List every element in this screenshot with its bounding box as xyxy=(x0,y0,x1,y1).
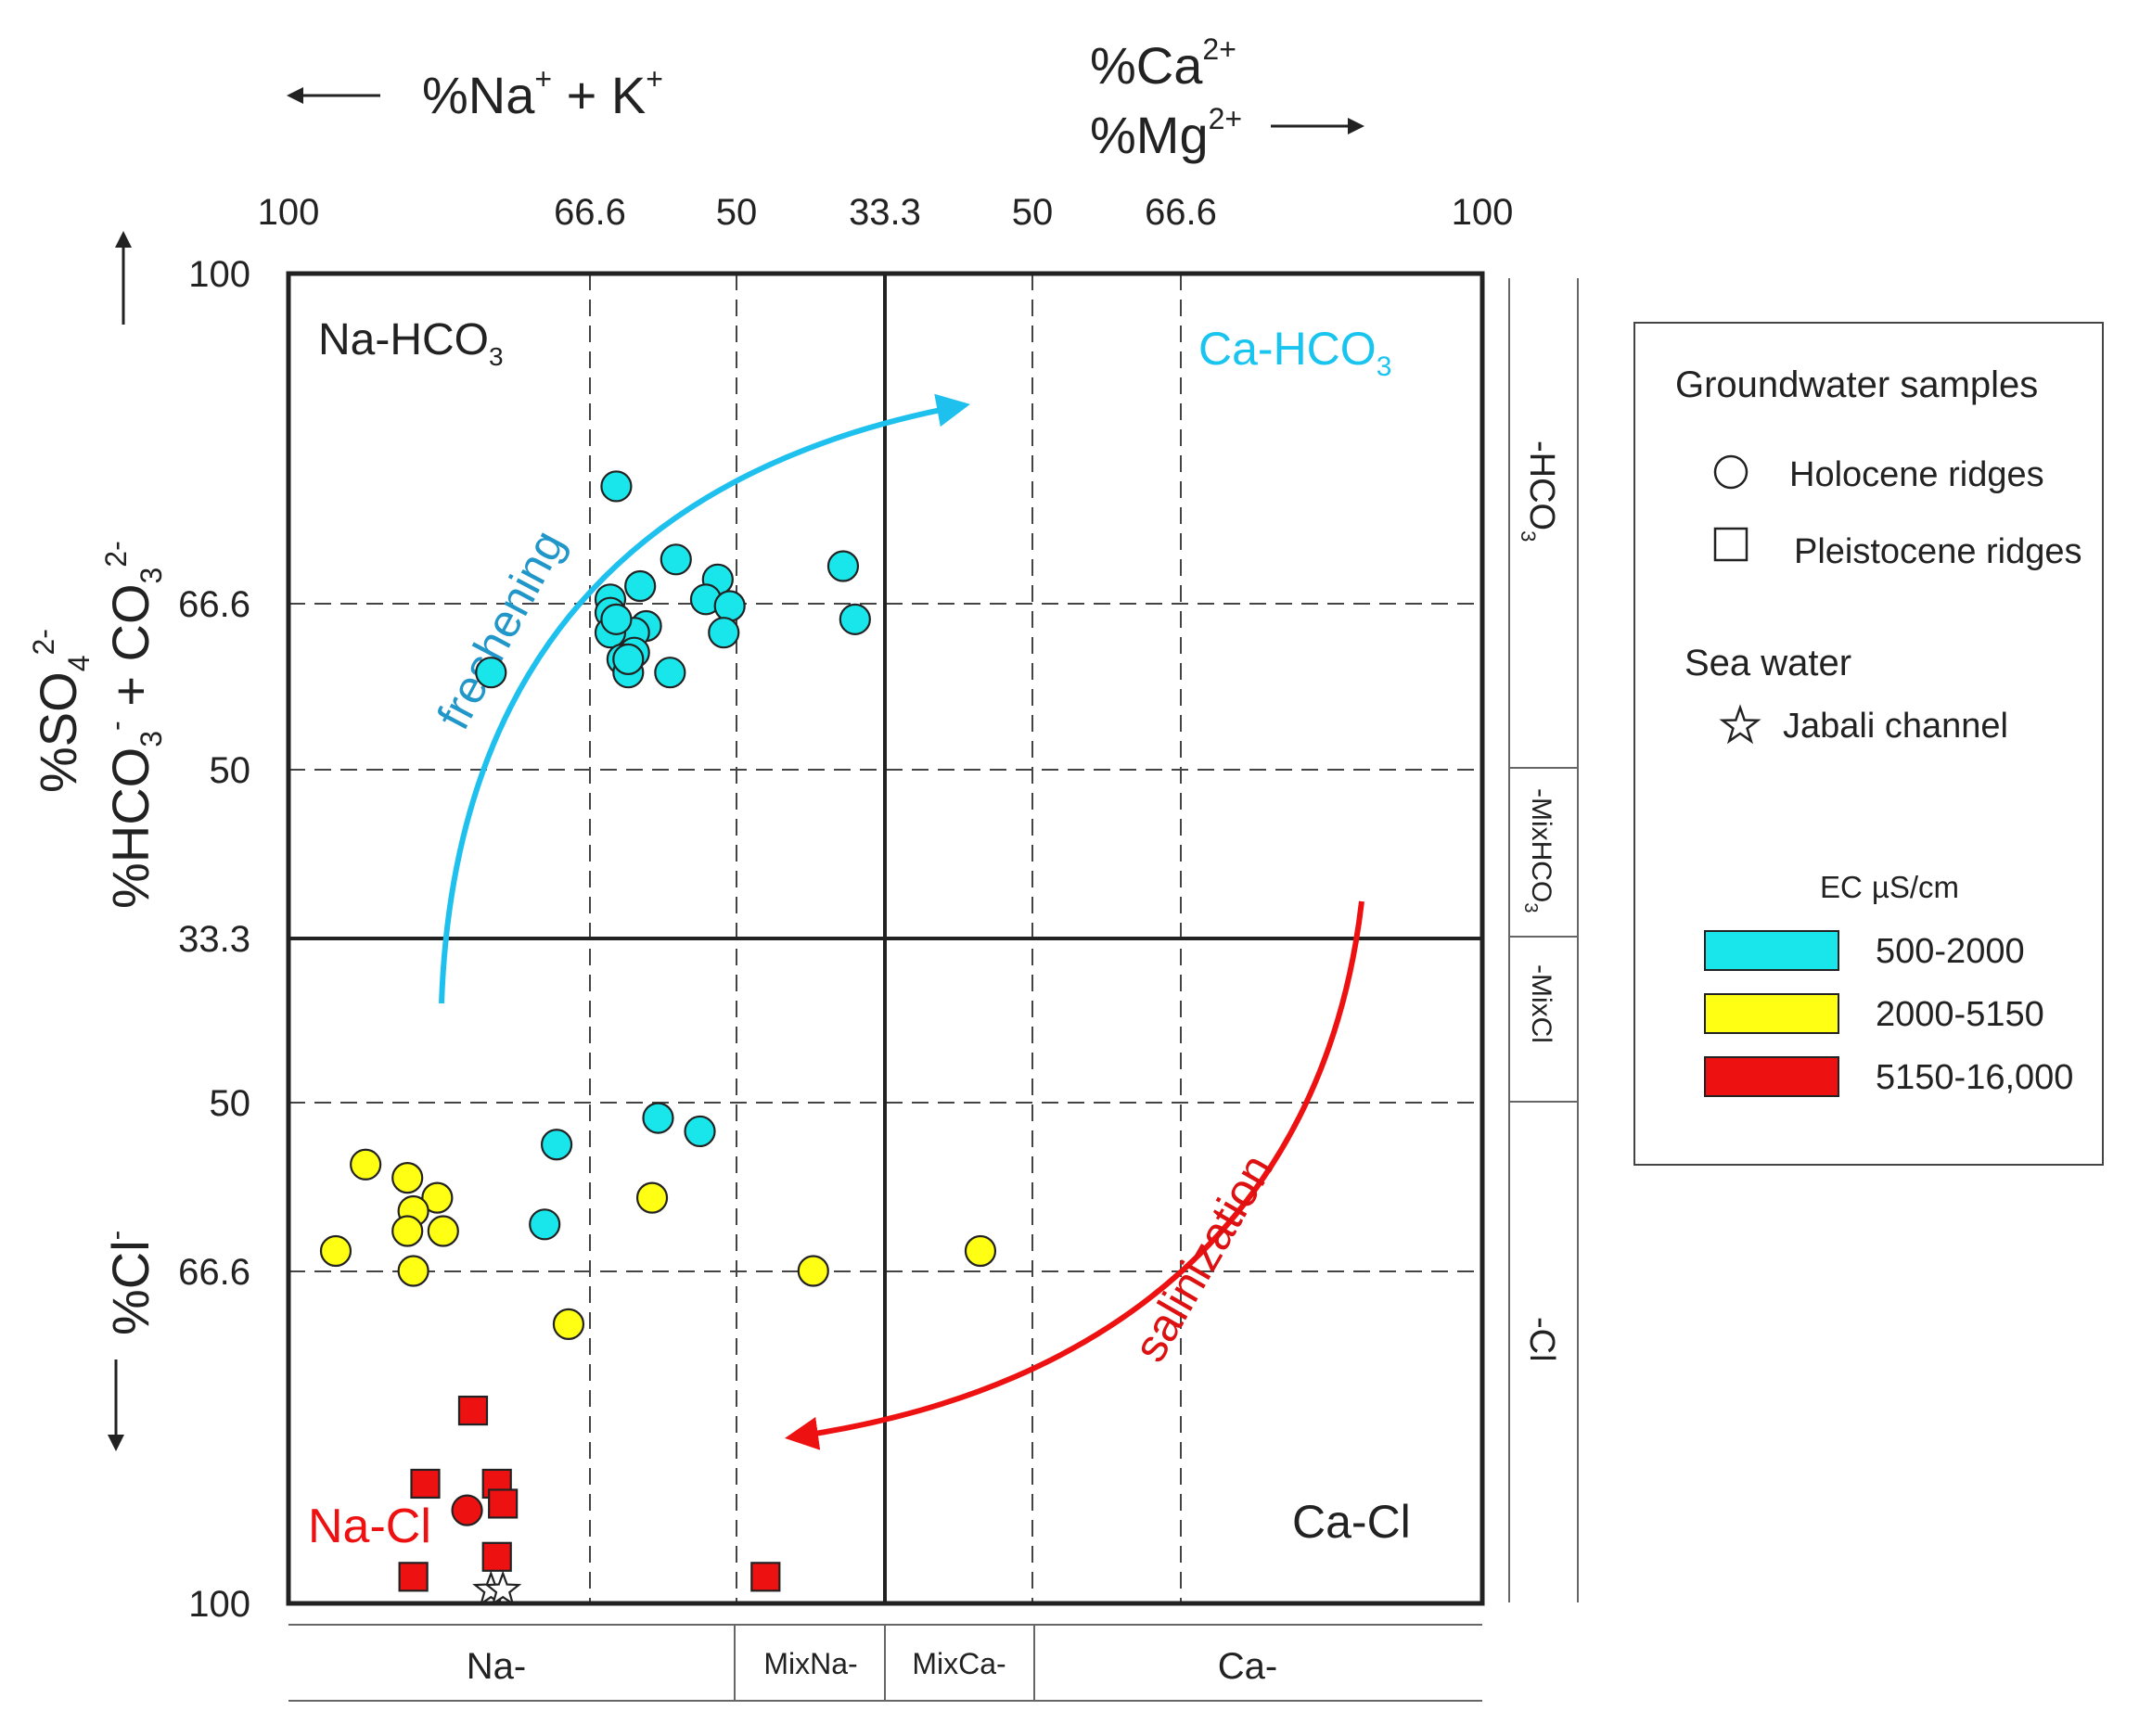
data-point-circle xyxy=(350,1148,382,1181)
data-point-circle xyxy=(391,1162,424,1194)
quadrant-labels: Na-HCO3 Ca-HCO3 Na-Cl Ca-Cl xyxy=(308,315,1411,1553)
top-tick-label: 50 xyxy=(716,192,758,233)
label-na-hco3: Na-HCO3 xyxy=(318,315,504,371)
salinization-arrow xyxy=(785,900,1364,1450)
legend: Groundwater samples Holocene ridges Plei… xyxy=(1633,322,2104,1166)
data-point-circle xyxy=(600,603,633,635)
data-point-circle xyxy=(421,1181,454,1214)
top-tick-label: 66.6 xyxy=(1145,192,1217,233)
legend-jabali: Jabali channel xyxy=(1783,707,2008,746)
band-hco3: -HCO3 xyxy=(1517,440,1561,542)
left-tick-label: 100 xyxy=(188,254,250,295)
data-point-circle xyxy=(475,657,507,689)
data-point-square xyxy=(410,1468,441,1500)
legend-sea-title: Sea water xyxy=(1684,643,1851,683)
legend-square-icon xyxy=(1713,527,1748,562)
data-points xyxy=(319,470,997,1606)
legend-holocene: Holocene ridges xyxy=(1789,455,2044,494)
left-tick-label: 100 xyxy=(188,1584,250,1625)
data-point-square xyxy=(398,1562,429,1592)
top-tick-label: 66.6 xyxy=(554,192,626,233)
data-point-circle xyxy=(427,1215,459,1247)
band-mixhco3: -MixHCO3 xyxy=(1520,788,1556,913)
data-point-circle xyxy=(600,470,633,503)
left-axis-label-hco3: %HCO3- + CO32- xyxy=(99,541,168,909)
data-point-circle xyxy=(391,1215,424,1247)
data-point-circle xyxy=(642,1102,674,1134)
top-tick-label: 100 xyxy=(1452,192,1514,233)
right-bands: -HCO3 -MixHCO3 -MixCl -Cl xyxy=(1508,278,1579,1602)
data-point-circle xyxy=(797,1255,829,1287)
legend-ec-swatch xyxy=(1704,1056,1839,1097)
left-tick-label: 33.3 xyxy=(178,919,250,960)
top-tick-label: 33.3 xyxy=(849,192,921,233)
band-ca: Ca- xyxy=(1218,1646,1277,1687)
legend-title: Groundwater samples xyxy=(1675,364,2038,405)
data-point-circle xyxy=(319,1234,352,1268)
grid-lines xyxy=(286,271,1485,1606)
legend-ec-label: 2000-5150 xyxy=(1876,995,2044,1034)
data-point-square xyxy=(750,1562,781,1592)
left-axis: %SO42- %HCO3- + CO32- %Cl- 100 66.6 50 33.3… xyxy=(27,231,251,1625)
data-point-circle xyxy=(397,1255,429,1287)
band-mixcl: -MixCl xyxy=(1526,964,1556,1043)
legend-star-icon xyxy=(1719,704,1761,745)
data-point-circle xyxy=(964,1234,997,1268)
left-tick-label: 50 xyxy=(210,1083,251,1124)
top-axis: %Na+ + K+ %Ca2+ %Mg2+ 100 66.6 50 33.3 50 66.… xyxy=(258,32,1514,233)
left-axis-label-cl: %Cl- xyxy=(99,1231,160,1335)
legend-ec-swatch xyxy=(1704,930,1839,971)
data-point-square xyxy=(488,1488,519,1519)
data-point-circle xyxy=(660,543,692,576)
data-point-circle xyxy=(552,1308,585,1340)
band-mixna: MixNa- xyxy=(763,1647,857,1680)
data-point-circle xyxy=(451,1494,483,1526)
legend-ec-label: 5150-16,000 xyxy=(1876,1058,2073,1097)
data-point-circle xyxy=(624,569,657,603)
freshening-text: freshening xyxy=(427,522,574,737)
data-point-circle xyxy=(654,657,686,689)
data-point-circle xyxy=(708,617,740,649)
top-right-axis-label-mg: %Mg2+ xyxy=(1090,102,1242,164)
top-left-axis-label: %Na+ + K+ xyxy=(422,62,663,124)
legend-pleistocene: Pleistocene ridges xyxy=(1794,532,2082,571)
left-tick-label: 66.6 xyxy=(178,1252,250,1293)
data-point-circle xyxy=(684,1115,716,1148)
legend-ec-label: 500-2000 xyxy=(1876,932,2025,971)
left-axis-label-so4: %SO42- xyxy=(27,629,96,793)
freshening-arrow xyxy=(439,393,970,1004)
top-tick-label: 50 xyxy=(1012,192,1054,233)
data-point-circle xyxy=(635,1181,669,1214)
salinization-text: salinization xyxy=(1123,1145,1283,1370)
data-point-square xyxy=(481,1541,512,1572)
legend-circle-icon xyxy=(1713,454,1748,490)
plot-frame xyxy=(286,271,1485,1606)
legend-ec-swatch xyxy=(1704,993,1839,1034)
bottom-bands: Na- MixNa- MixCa- Ca- xyxy=(288,1624,1482,1702)
data-point-circle xyxy=(612,643,645,675)
data-point-star xyxy=(483,1570,522,1606)
left-tick-label: 50 xyxy=(210,750,251,791)
data-point-circle xyxy=(540,1129,573,1161)
process-arrows: freshening salinization xyxy=(427,393,1364,1450)
data-point-circle xyxy=(839,603,871,635)
band-na: Na- xyxy=(467,1646,526,1687)
data-point-circle xyxy=(826,550,860,582)
label-na-cl: Na-Cl xyxy=(308,1500,431,1553)
top-tick-label: 100 xyxy=(258,192,320,233)
top-right-axis-label-ca: %Ca2+ xyxy=(1090,32,1236,95)
band-cl: -Cl xyxy=(1522,1317,1561,1362)
data-point-circle xyxy=(713,590,746,622)
legend-ec-title: EC µS/cm xyxy=(1820,870,1959,904)
data-point-square xyxy=(457,1395,489,1426)
data-point-circle xyxy=(529,1208,561,1241)
label-ca-hco3: Ca-HCO3 xyxy=(1198,323,1391,382)
band-mixca: MixCa- xyxy=(912,1647,1006,1680)
left-tick-label: 66.6 xyxy=(178,584,250,625)
label-ca-cl: Ca-Cl xyxy=(1292,1496,1411,1548)
